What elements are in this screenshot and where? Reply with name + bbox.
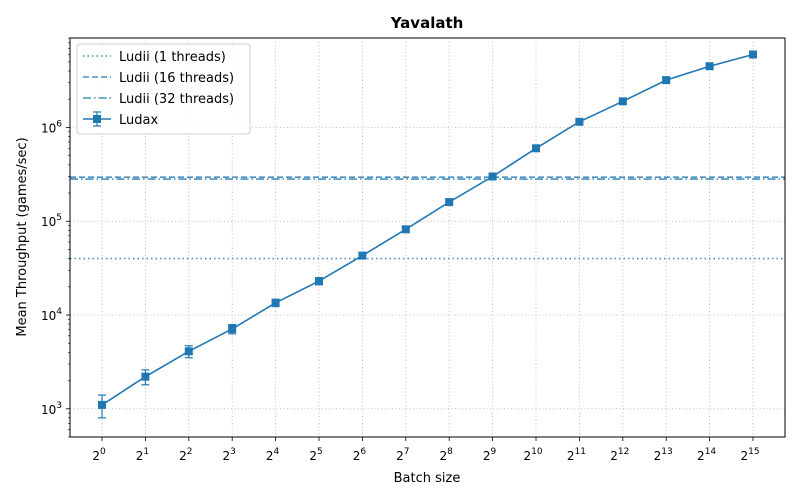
data-point <box>401 225 410 234</box>
x-tick-label: 214 <box>697 447 716 463</box>
x-tick-label: 28 <box>440 447 454 463</box>
y-axis-label: Mean Throughput (games/sec) <box>15 137 30 336</box>
x-tick-label: 211 <box>567 447 586 463</box>
legend-label: Ludii (32 threads) <box>119 92 234 107</box>
data-point <box>749 50 757 59</box>
x-tick-label: 22 <box>179 447 192 463</box>
plot-frame <box>69 37 786 438</box>
y-tick-label: 103 <box>41 401 62 417</box>
data-point <box>445 198 454 207</box>
data-point <box>141 372 150 381</box>
x-axis-label: Batch size <box>394 471 461 486</box>
x-axis-ticks: 20 21 22 23 24 25 26 27 28 29 210 211 212 213 214 215 <box>92 437 760 463</box>
legend-box <box>76 43 251 135</box>
x-tick-label: 210 <box>523 447 542 463</box>
x-tick-label: 21 <box>136 447 149 463</box>
y-tick-label: 105 <box>41 213 62 229</box>
legend-label: Ludax <box>119 113 158 128</box>
data-point <box>98 400 106 409</box>
data-point <box>532 144 540 153</box>
data-point <box>705 62 714 71</box>
x-tick-label: 215 <box>740 447 759 463</box>
chart-title: Yavalath <box>390 14 464 32</box>
legend-label: Ludii (16 threads) <box>119 71 234 86</box>
data-point <box>358 251 367 260</box>
legend-label: Ludii (1 threads) <box>119 50 226 65</box>
x-tick-label: 27 <box>396 447 409 463</box>
ludax-line <box>101 53 754 406</box>
x-tick-label: 23 <box>223 447 236 463</box>
legend-marker <box>93 115 101 123</box>
y-tick-label: 106 <box>41 119 62 135</box>
x-tick-label: 26 <box>353 447 367 463</box>
data-point <box>271 298 280 307</box>
data-point <box>575 117 584 126</box>
y-tick-label: 104 <box>41 307 62 323</box>
x-tick-label: 24 <box>266 447 280 463</box>
data-point <box>618 97 627 106</box>
y-axis-ticks: 103 104 105 106 <box>41 37 70 438</box>
x-tick-label: 25 <box>309 447 322 463</box>
data-point <box>488 172 497 181</box>
reference-lines <box>70 176 785 260</box>
data-point <box>228 324 237 333</box>
x-tick-label: 29 <box>483 447 497 463</box>
data-point <box>662 76 671 85</box>
x-tick-label: 213 <box>654 447 673 463</box>
data-point <box>315 277 323 286</box>
data-point <box>184 347 193 356</box>
ludax-series <box>98 50 757 419</box>
legend: Ludii (1 threads) Ludii (16 threads) Ludii… <box>76 43 251 135</box>
x-tick-label: 212 <box>610 447 629 463</box>
x-tick-label: 20 <box>92 447 106 463</box>
